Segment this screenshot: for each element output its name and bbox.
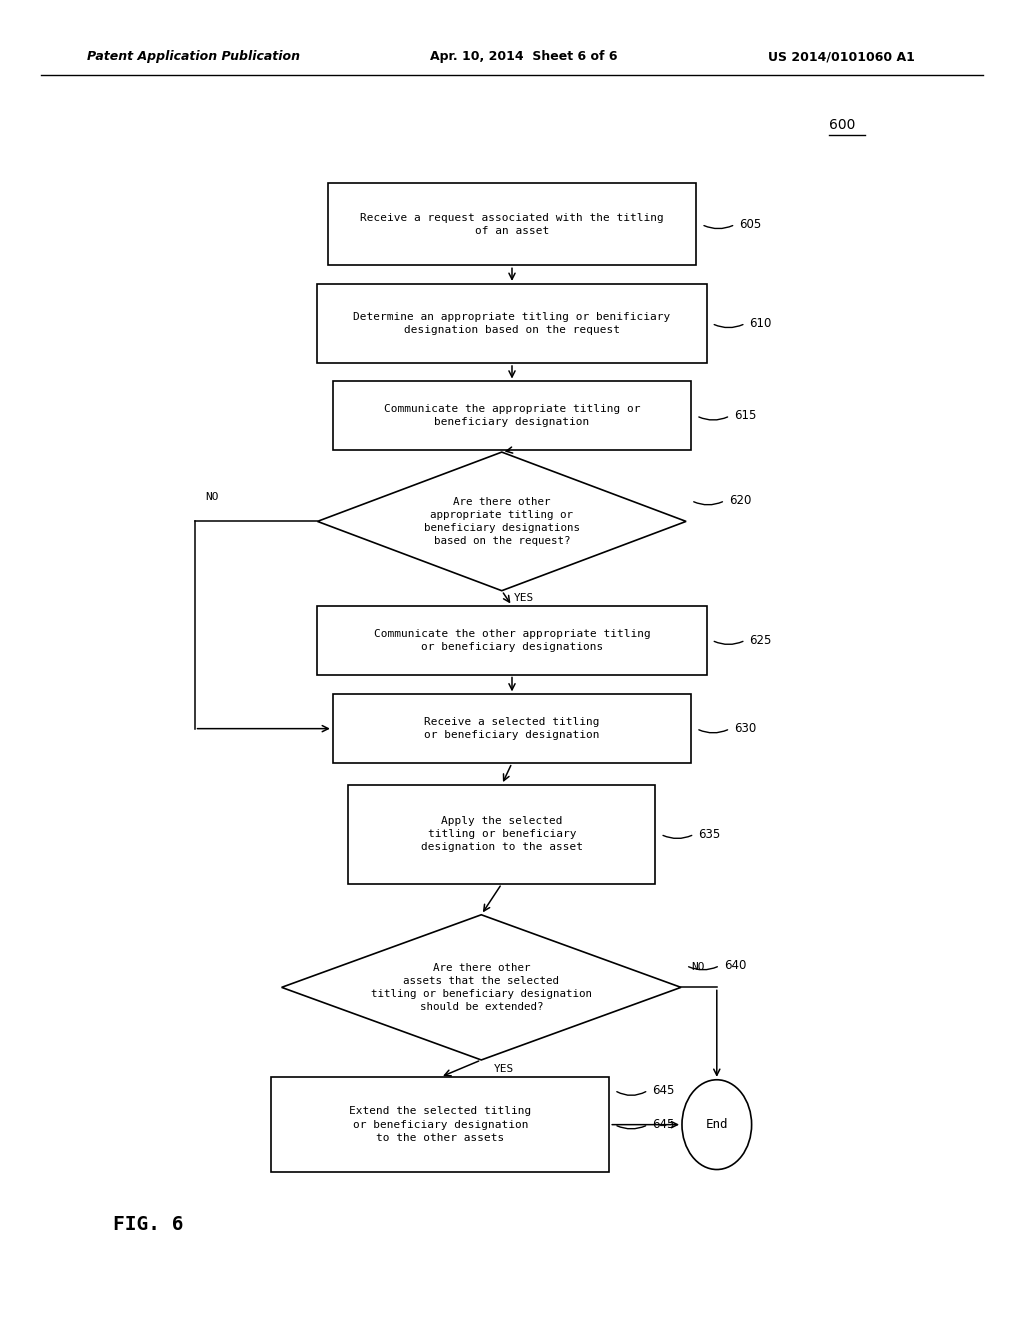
Text: 605: 605	[739, 218, 762, 231]
Text: 630: 630	[734, 722, 757, 735]
Text: Determine an appropriate titling or benificiary
designation based on the request: Determine an appropriate titling or beni…	[353, 312, 671, 335]
Text: NO: NO	[691, 961, 705, 972]
Bar	[271, 1077, 609, 1172]
Text: 610: 610	[750, 317, 772, 330]
Text: 645: 645	[652, 1118, 675, 1131]
Text: 625: 625	[750, 634, 772, 647]
Text: 635: 635	[698, 828, 721, 841]
Text: YES: YES	[494, 1064, 514, 1073]
Text: NO: NO	[205, 491, 218, 502]
Text: FIG. 6: FIG. 6	[113, 1216, 183, 1234]
Text: Apr. 10, 2014  Sheet 6 of 6: Apr. 10, 2014 Sheet 6 of 6	[430, 50, 617, 63]
Bar	[317, 606, 707, 675]
Bar	[328, 183, 696, 265]
Text: US 2014/0101060 A1: US 2014/0101060 A1	[768, 50, 914, 63]
Bar	[333, 694, 691, 763]
Bar	[333, 381, 691, 450]
Text: 640: 640	[724, 960, 746, 972]
Text: Receive a request associated with the titling
of an asset: Receive a request associated with the ti…	[360, 213, 664, 236]
Text: Receive a selected titling
or beneficiary designation: Receive a selected titling or beneficiar…	[424, 717, 600, 741]
Bar	[317, 284, 707, 363]
Text: 645: 645	[652, 1084, 675, 1097]
Text: 620: 620	[729, 494, 752, 507]
Text: Apply the selected
titling or beneficiary
designation to the asset: Apply the selected titling or beneficiar…	[421, 816, 583, 853]
Text: Extend the selected titling
or beneficiary designation
to the other assets: Extend the selected titling or beneficia…	[349, 1106, 531, 1143]
Text: Patent Application Publication: Patent Application Publication	[87, 50, 300, 63]
Text: 615: 615	[734, 409, 757, 422]
Text: Are there other
appropriate titling or
beneficiary designations
based on the req: Are there other appropriate titling or b…	[424, 496, 580, 546]
Bar	[348, 784, 655, 884]
Text: Are there other
assets that the selected
titling or beneficiary designation
shou: Are there other assets that the selected…	[371, 962, 592, 1012]
Text: Communicate the other appropriate titling
or beneficiary designations: Communicate the other appropriate titlin…	[374, 628, 650, 652]
Text: End: End	[706, 1118, 728, 1131]
Text: YES: YES	[514, 593, 535, 603]
Text: 600: 600	[829, 117, 856, 132]
Text: Communicate the appropriate titling or
beneficiary designation: Communicate the appropriate titling or b…	[384, 404, 640, 428]
